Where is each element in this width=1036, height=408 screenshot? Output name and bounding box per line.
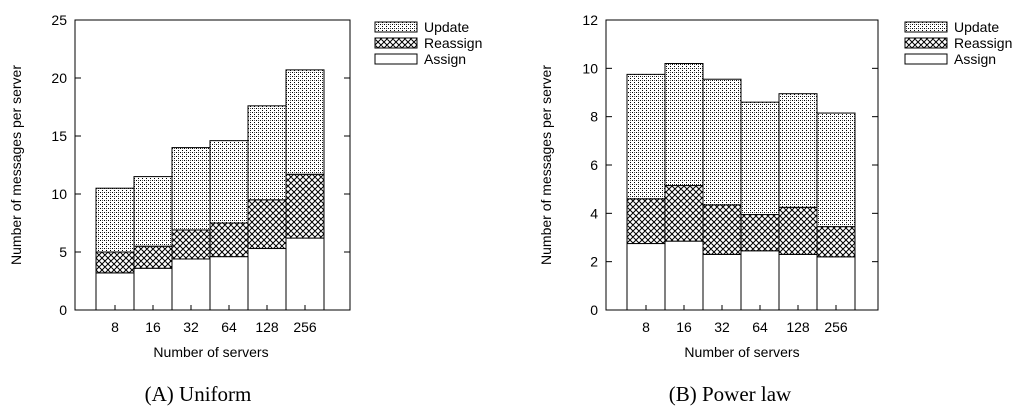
y-tick-label: 10: [51, 186, 67, 202]
plot-frame: [605, 19, 879, 311]
caption-b: (B) Power law: [669, 382, 792, 406]
bar-reassign-8: [626, 198, 666, 245]
bar-assign-16: [133, 267, 173, 311]
chart-panel-b: 8 16 32 64 128 256 0 2 4 6 8 10 12 UpdateReassignAssi…: [538, 12, 1012, 406]
bar-assign-64: [740, 250, 780, 311]
bar-assign-128: [778, 253, 818, 311]
y-tick-label: 2: [590, 254, 598, 270]
legend-swatch-assign: [904, 53, 948, 65]
bar-update-64: [209, 140, 249, 224]
legend-swatch-reassign: [904, 37, 948, 49]
legend-label-update: Update: [424, 19, 469, 35]
legend-swatch-assign: [374, 53, 418, 65]
y-tick-label: 15: [51, 128, 67, 144]
x-tick-label: 16: [676, 319, 692, 335]
plot-frame: [74, 19, 351, 311]
bar-reassign-128: [247, 199, 287, 250]
x-tick-label: 8: [111, 319, 119, 335]
y-axis-label-a: Number of messages per server: [8, 65, 24, 265]
legend-swatch-update: [374, 21, 418, 33]
bar-update-256: [816, 112, 856, 228]
bar-update-256: [285, 69, 325, 175]
x-tick-label: 64: [221, 319, 237, 335]
x-tick-label: 16: [145, 319, 161, 335]
bar-assign-8: [95, 272, 135, 311]
x-tick-label: 32: [714, 319, 730, 335]
bar-reassign-256: [285, 173, 325, 239]
bar-assign-32: [171, 258, 211, 311]
y-tick-label: 4: [590, 205, 598, 221]
bar-assign-16: [664, 240, 704, 311]
bar-assign-32: [702, 253, 742, 311]
x-tick-label: 64: [752, 319, 768, 335]
y-axis-label-b: Number of messages per server: [538, 65, 554, 265]
bar-reassign-32: [702, 204, 742, 255]
legend-swatch-update: [904, 21, 948, 33]
legend-label-update: Update: [954, 19, 999, 35]
y-tick-label: 10: [582, 60, 598, 76]
x-tick-label: 256: [824, 319, 848, 335]
legend-label-assign: Assign: [424, 51, 466, 67]
bar-reassign-8: [95, 251, 135, 274]
caption-a: (A) Uniform: [145, 382, 252, 406]
bar-update-32: [702, 78, 742, 206]
bar-reassign-64: [209, 222, 249, 258]
bar-update-128: [247, 105, 287, 201]
legend-label-reassign: Reassign: [424, 35, 482, 51]
bar-reassign-64: [740, 214, 780, 252]
bar-reassign-16: [664, 185, 704, 242]
bar-update-128: [778, 93, 818, 208]
x-tick-label: 128: [255, 319, 279, 335]
bar-update-32: [171, 147, 211, 231]
x-axis-label-b: Number of servers: [684, 344, 799, 360]
x-axis-label-a: Number of servers: [153, 344, 268, 360]
x-tick-label: 256: [293, 319, 317, 335]
x-tick-label: 8: [642, 319, 650, 335]
y-tick-label: 5: [59, 244, 67, 260]
bar-assign-256: [285, 237, 325, 311]
plot-area-b: 8 16 32 64 128 256 0 2 4 6 8 10 12 UpdateReassignAssi…: [582, 12, 1012, 335]
bar-reassign-16: [133, 245, 173, 269]
legend-label-reassign: Reassign: [954, 35, 1012, 51]
bar-update-8: [626, 73, 666, 200]
bar-assign-256: [816, 256, 856, 311]
y-tick-label: 0: [59, 302, 67, 318]
legend-swatch-reassign: [374, 37, 418, 49]
y-tick-label: 8: [590, 109, 598, 125]
bar-assign-8: [626, 243, 666, 311]
bar-reassign-32: [171, 229, 211, 260]
bar-update-8: [95, 187, 135, 253]
bar-assign-128: [247, 248, 287, 311]
legend-label-assign: Assign: [954, 51, 996, 67]
y-tick-label: 0: [590, 302, 598, 318]
bar-update-64: [740, 101, 780, 216]
bar-reassign-256: [816, 226, 856, 258]
chart-panel-a: 8 16 32 64 128 256 0 5 10 15 20 25 UpdateReassignAss…: [8, 12, 482, 406]
y-tick-label: 25: [51, 12, 67, 28]
bar-reassign-128: [778, 206, 818, 255]
bar-update-16: [133, 176, 173, 247]
y-tick-label: 12: [582, 12, 598, 28]
plot-area-a: 8 16 32 64 128 256 0 5 10 15 20 25 UpdateReassignAss…: [51, 12, 482, 335]
x-tick-label: 32: [183, 319, 199, 335]
bar-update-16: [664, 63, 704, 187]
x-tick-label: 128: [786, 319, 810, 335]
y-tick-label: 20: [51, 70, 67, 86]
bar-assign-64: [209, 256, 249, 311]
y-tick-label: 6: [590, 157, 598, 173]
